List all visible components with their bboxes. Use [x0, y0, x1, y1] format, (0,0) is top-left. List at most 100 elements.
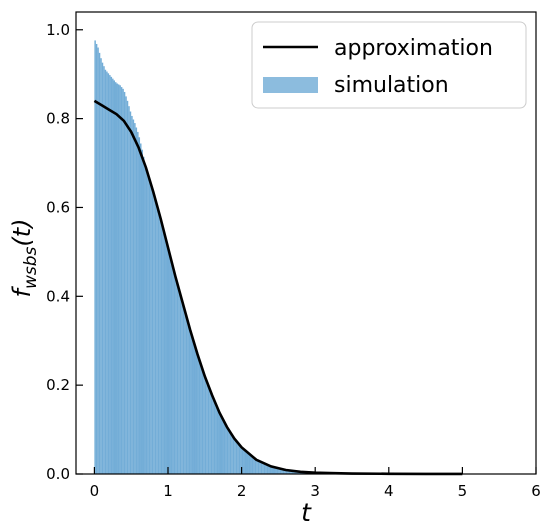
histogram-bar	[201, 369, 204, 474]
y-axis-label: fwsbs(t)	[8, 218, 41, 297]
histogram-bar	[244, 450, 247, 474]
histogram-bar	[101, 62, 104, 475]
x-axis-label: t	[301, 498, 312, 527]
histogram-bar	[107, 73, 110, 475]
x-tick-label: 0	[90, 482, 100, 500]
histogram-bar	[231, 434, 233, 474]
histogram-bar	[228, 430, 230, 474]
histogram-bar	[182, 305, 185, 474]
histogram-bar	[188, 325, 191, 474]
histogram-bar	[117, 84, 120, 475]
histogram-bar	[276, 468, 279, 474]
histogram-bar	[293, 471, 295, 474]
histogram-bar	[156, 205, 158, 474]
histogram-bar	[247, 453, 249, 474]
histogram-bar	[115, 82, 117, 474]
histogram-bar	[257, 460, 260, 474]
histogram-bar	[150, 183, 152, 475]
histogram-bar	[103, 66, 105, 474]
histogram-bar	[154, 199, 157, 475]
histogram-bar	[157, 209, 160, 475]
histogram-bar	[190, 330, 192, 474]
histogram-bar	[246, 452, 248, 474]
histogram-bar	[281, 469, 283, 474]
histogram-bar	[272, 466, 274, 474]
histogram-bar	[212, 398, 214, 474]
histogram-bar	[113, 80, 116, 475]
histogram-bar	[134, 123, 136, 475]
histogram-bar	[131, 115, 133, 474]
histogram-bar	[140, 143, 142, 474]
histogram-bar	[253, 457, 255, 474]
histogram-bar	[213, 401, 216, 474]
histogram-bar	[259, 461, 261, 474]
y-tick-label: 0.6	[46, 198, 70, 216]
histogram-bar	[145, 169, 148, 475]
histogram-bar	[137, 131, 139, 474]
histogram-bar	[168, 252, 170, 474]
histogram-bar	[160, 219, 163, 474]
histogram-bar	[147, 174, 149, 474]
histogram-bar	[250, 455, 252, 474]
histogram-bar	[181, 300, 183, 474]
histogram-bar	[218, 412, 220, 474]
histogram-bar	[187, 320, 189, 474]
y-tick-label: 1.0	[46, 21, 70, 39]
histogram-bar	[288, 470, 291, 474]
histogram-bar	[260, 462, 263, 474]
histogram-bar	[278, 468, 280, 474]
histogram-bar	[197, 356, 199, 474]
histogram-bar	[126, 100, 129, 474]
histogram-bar	[207, 385, 210, 474]
simulation-histogram	[94, 40, 405, 475]
histogram-bar	[159, 214, 161, 474]
histogram-bar	[132, 119, 135, 474]
histogram-bar	[219, 415, 221, 474]
histogram-bar	[116, 83, 118, 475]
histogram-bar	[129, 111, 132, 474]
histogram-bar	[166, 246, 168, 474]
x-tick-label: 5	[458, 482, 468, 500]
histogram-bar	[237, 442, 239, 474]
histogram-bar	[138, 137, 141, 474]
histogram-bar	[254, 458, 257, 474]
x-tick-label: 4	[384, 482, 394, 500]
histogram-bar	[210, 394, 213, 474]
histogram-bar	[141, 149, 143, 474]
histogram-bar	[153, 194, 155, 474]
histogram-bar	[225, 426, 227, 474]
histogram-bar	[173, 274, 176, 474]
histogram-bar	[209, 389, 211, 474]
histogram-bar	[291, 471, 294, 474]
histogram-bar	[97, 47, 99, 475]
x-tick-label: 3	[310, 482, 320, 500]
legend-approximation-label: approximation	[334, 36, 493, 61]
histogram-bar	[248, 454, 251, 474]
histogram-bar	[269, 465, 272, 474]
histogram-bar	[240, 446, 242, 474]
histogram-bar	[110, 76, 113, 474]
histogram-bar	[106, 71, 108, 475]
histogram-bar	[256, 459, 258, 474]
histogram-bar	[235, 441, 238, 474]
histogram-bar	[266, 464, 269, 474]
histogram-bar	[165, 240, 167, 474]
histogram-bar	[176, 284, 179, 474]
histogram-bar	[263, 463, 266, 474]
y-tick-label: 0.0	[46, 465, 70, 483]
legend: approximation simulation	[251, 21, 527, 109]
histogram-bar	[172, 269, 174, 474]
histogram-bar	[104, 69, 107, 474]
histogram-bar	[271, 466, 273, 474]
histogram-bar	[273, 467, 276, 474]
histogram-bar	[178, 289, 180, 474]
histogram-bar	[162, 227, 164, 474]
histogram-bar	[243, 449, 245, 474]
histogram-bar	[220, 418, 223, 474]
histogram-bar	[300, 472, 302, 474]
x-tick-label: 6	[531, 482, 541, 500]
histogram-bar	[120, 87, 123, 474]
histogram-bar	[294, 471, 297, 474]
histogram-bar	[94, 40, 96, 474]
